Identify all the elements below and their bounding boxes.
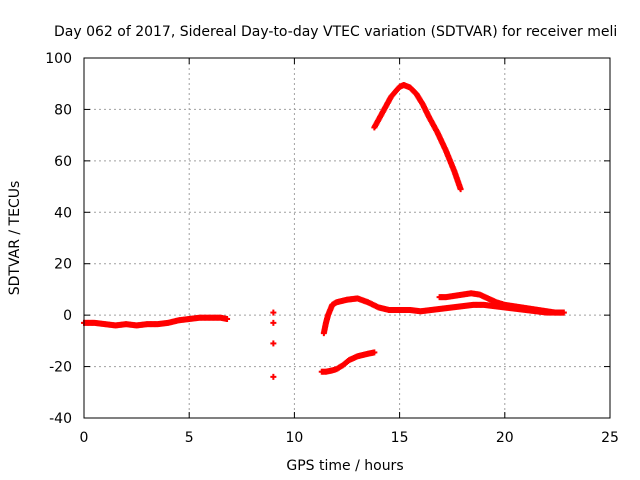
x-tick-label: 5 (185, 430, 194, 446)
axis-ticks (83, 57, 611, 419)
tick-labels: 0 5 10 15 20 25 -40 -20 0 20 40 60 80 100 (45, 51, 619, 446)
x-tick-label: 20 (496, 430, 514, 446)
x-tick-label: 15 (391, 430, 409, 446)
data-point (270, 319, 277, 326)
data-point (371, 349, 378, 356)
y-tick-label: 80 (54, 102, 72, 118)
y-tick-label: 20 (54, 257, 72, 273)
x-axis-label: GPS time / hours (286, 458, 403, 474)
chart-title: Day 062 of 2017, Sidereal Day-to-day VTE… (54, 24, 617, 40)
x-tick-label: 25 (601, 430, 619, 446)
y-tick-label: -40 (49, 411, 72, 427)
data-point (270, 309, 277, 316)
data-point (224, 316, 231, 322)
y-tick-label: 0 (63, 308, 72, 324)
y-tick-label: 100 (45, 51, 72, 67)
data-point (457, 186, 464, 193)
plot-frame (83, 57, 611, 419)
grid-lines (84, 58, 610, 418)
y-axis-label: SDTVAR / TECUs (7, 181, 23, 296)
x-tick-label: 0 (80, 430, 89, 446)
y-tick-label: -20 (49, 360, 72, 376)
y-tick-label: 60 (54, 154, 72, 170)
data-point (270, 340, 277, 347)
data-points (81, 82, 567, 380)
data-point (560, 309, 567, 316)
data-point (270, 373, 277, 380)
y-tick-label: 40 (54, 205, 72, 221)
x-tick-label: 10 (285, 430, 303, 446)
